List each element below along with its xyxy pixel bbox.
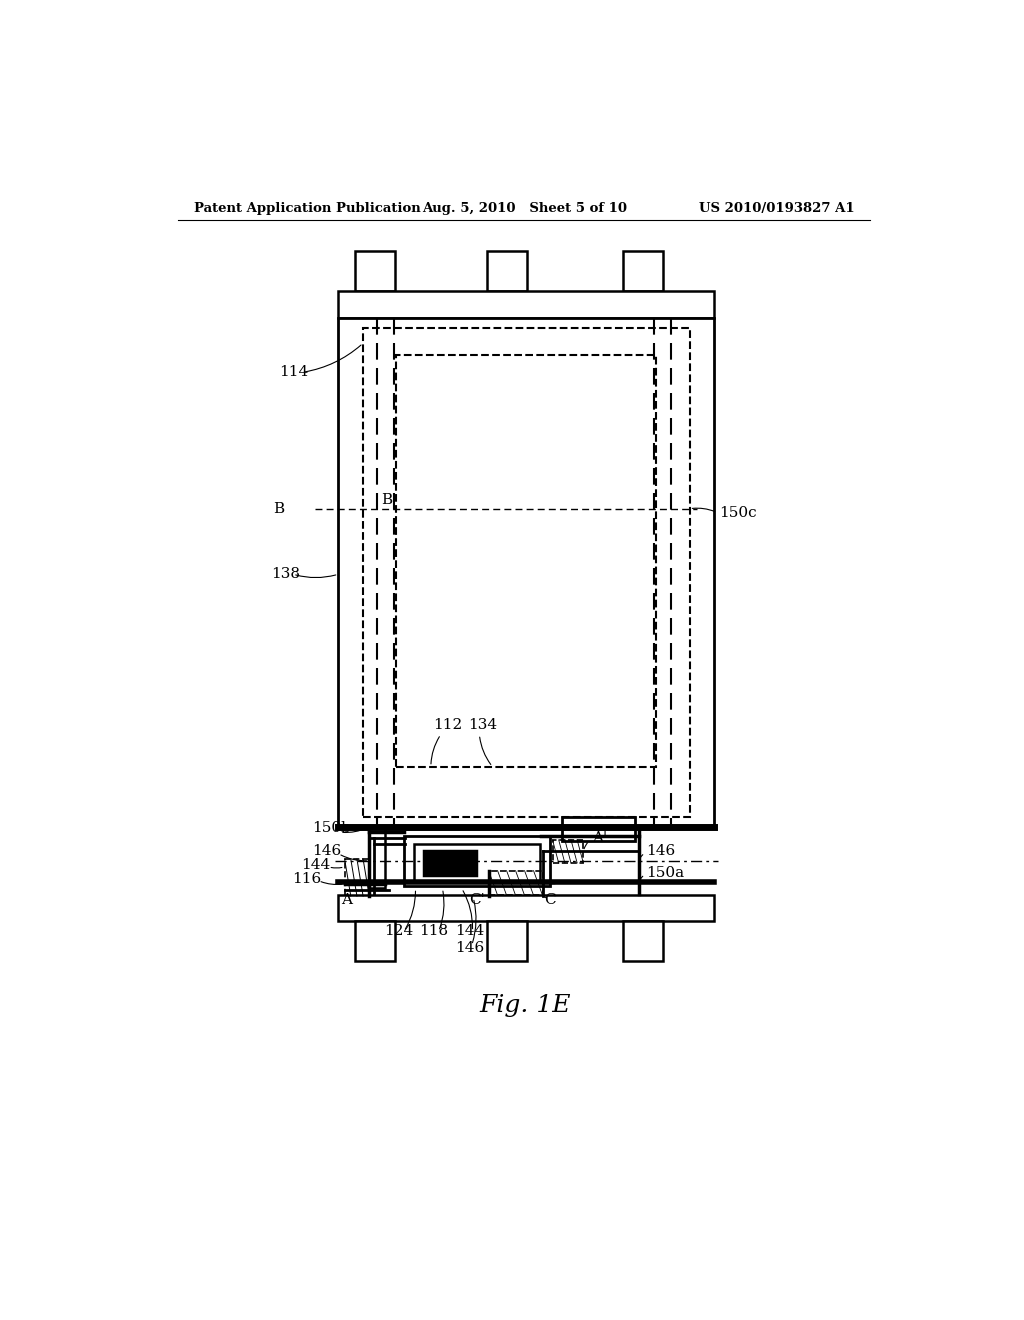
Text: 118: 118 xyxy=(420,924,449,939)
Bar xyxy=(414,845,541,880)
Text: A: A xyxy=(341,892,351,907)
Bar xyxy=(355,251,395,290)
Bar xyxy=(624,251,664,290)
Text: 144: 144 xyxy=(455,924,484,939)
Bar xyxy=(553,840,584,863)
Text: 116: 116 xyxy=(292,873,322,886)
Text: 138: 138 xyxy=(270,568,300,581)
Text: 146: 146 xyxy=(646,845,676,858)
Text: 146: 146 xyxy=(312,845,342,858)
Bar xyxy=(488,871,543,895)
Bar xyxy=(403,836,550,886)
Bar xyxy=(355,921,395,961)
Bar xyxy=(396,355,656,767)
Text: US 2010/0193827 A1: US 2010/0193827 A1 xyxy=(698,202,854,215)
Bar xyxy=(339,895,714,921)
Text: Fig. 1E: Fig. 1E xyxy=(479,994,570,1016)
Bar xyxy=(370,826,385,888)
Bar xyxy=(624,921,664,961)
Text: C: C xyxy=(545,892,556,907)
Bar xyxy=(487,921,527,961)
Text: 124: 124 xyxy=(384,924,413,939)
Bar xyxy=(562,817,635,841)
Text: Aug. 5, 2010   Sheet 5 of 10: Aug. 5, 2010 Sheet 5 of 10 xyxy=(422,202,628,215)
Bar xyxy=(339,290,714,318)
Text: 144: 144 xyxy=(301,858,331,873)
Bar xyxy=(339,318,714,826)
Text: 150b: 150b xyxy=(312,821,351,836)
Text: 114: 114 xyxy=(280,366,308,379)
Bar xyxy=(487,251,527,290)
Text: 150a: 150a xyxy=(646,866,685,880)
Text: 112: 112 xyxy=(433,718,463,733)
Bar xyxy=(345,859,370,896)
Text: 146: 146 xyxy=(455,941,484,954)
Text: B: B xyxy=(273,502,285,516)
Text: C': C' xyxy=(469,892,485,907)
Text: B': B' xyxy=(382,492,397,507)
Text: 134: 134 xyxy=(468,718,497,733)
Text: 150c: 150c xyxy=(719,506,757,520)
Bar xyxy=(364,327,689,817)
Text: A': A' xyxy=(593,830,607,845)
Text: Patent Application Publication: Patent Application Publication xyxy=(194,202,421,215)
Bar xyxy=(424,851,475,875)
